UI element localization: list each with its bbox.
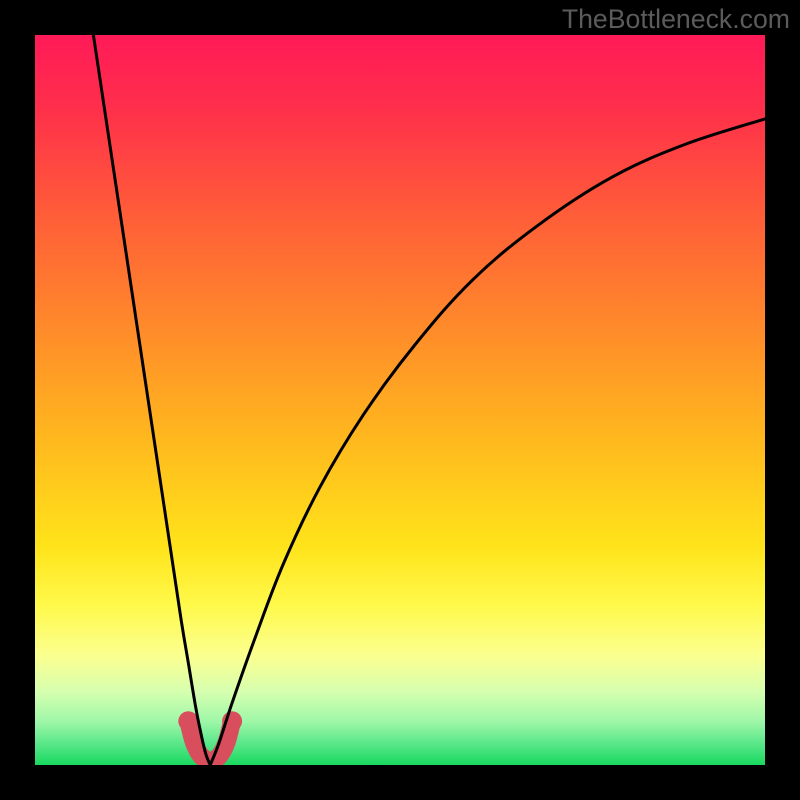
chart-svg bbox=[35, 35, 765, 765]
gradient-background bbox=[35, 35, 765, 765]
watermark-text: TheBottleneck.com bbox=[562, 4, 790, 35]
plot-area bbox=[35, 35, 765, 765]
outer-frame: TheBottleneck.com bbox=[0, 0, 800, 800]
bottleneck-marker-end-0 bbox=[178, 711, 198, 731]
